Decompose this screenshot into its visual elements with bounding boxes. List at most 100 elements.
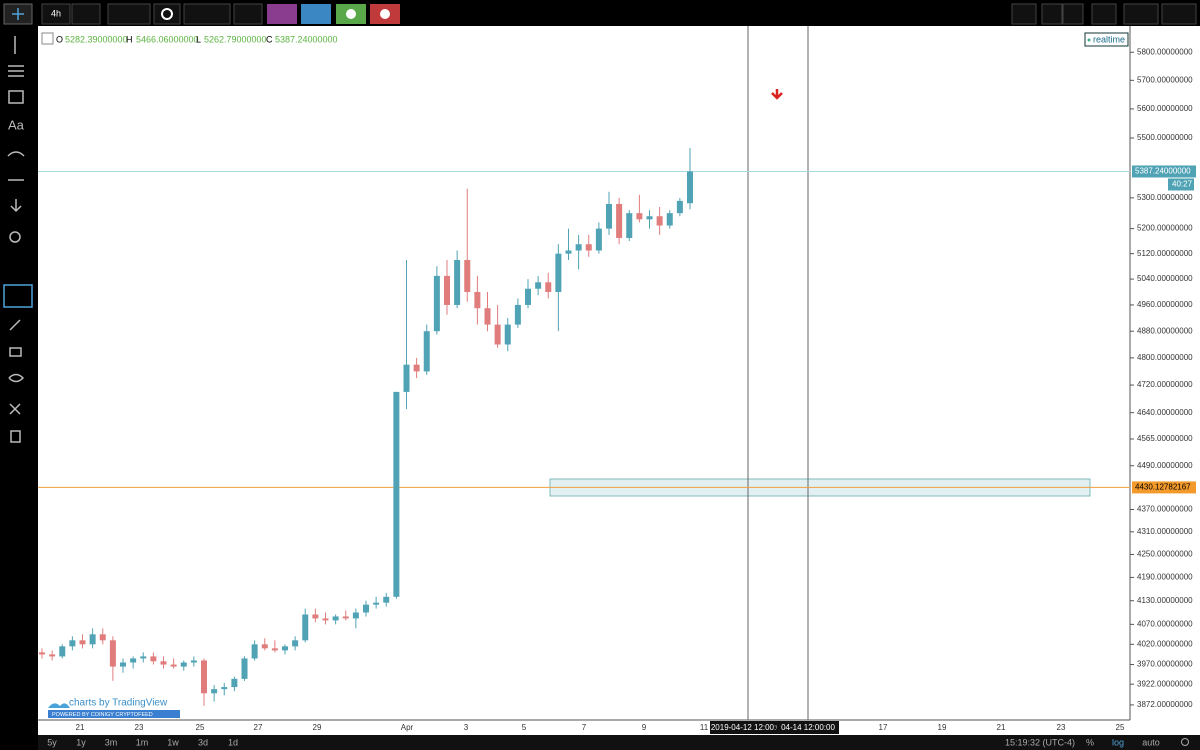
settings-icon [161, 8, 173, 20]
magnet-tool[interactable] [3, 284, 33, 308]
lock-tool[interactable] [9, 347, 22, 357]
buy-icon [346, 9, 356, 19]
realtime-dot [1087, 38, 1091, 42]
hide-tool[interactable] [8, 373, 25, 383]
candle-body [646, 216, 653, 220]
draw-mode-tool[interactable] [9, 319, 21, 331]
x-tick-label: 19 [938, 723, 947, 732]
y-tick-label: 4565.00000000 [1137, 434, 1193, 443]
undo-button[interactable] [1041, 3, 1063, 25]
compare-button[interactable] [233, 3, 263, 25]
range-button[interactable]: 5y [47, 737, 57, 747]
chart-type-button[interactable] [107, 3, 151, 25]
legend-key: C [266, 34, 273, 44]
candle-body [221, 687, 228, 690]
remove-tools[interactable] [9, 403, 21, 415]
candle-body [575, 244, 582, 251]
legend-value: 5262.79000000 [204, 34, 267, 44]
text-tool-icon[interactable]: Aa [8, 117, 25, 132]
interval-button[interactable] [41, 3, 71, 25]
candle-body [342, 616, 349, 619]
arrow-tool[interactable] [10, 199, 22, 213]
range-button[interactable]: 3m [105, 737, 118, 747]
candle-body [271, 648, 278, 651]
legend-key: H [126, 34, 133, 44]
countdown-box [1168, 178, 1194, 191]
candle-body [130, 658, 137, 663]
range-button[interactable]: 1w [167, 737, 179, 747]
range-button[interactable]: 1y [76, 737, 86, 747]
candle-body [150, 656, 157, 662]
candle-body [49, 654, 56, 657]
indicators-button[interactable] [183, 3, 231, 25]
candle-body [555, 253, 562, 292]
candle-body [312, 614, 319, 619]
candle-body [514, 304, 521, 325]
sell-icon [380, 9, 390, 19]
candle-body [403, 364, 410, 392]
candle-body [292, 640, 299, 647]
pattern-tool[interactable] [7, 151, 25, 157]
range-button[interactable]: 3d [198, 737, 208, 747]
candle-body [413, 364, 420, 372]
candle-body [474, 291, 481, 309]
auto-toggle[interactable]: auto [1142, 737, 1160, 747]
crosshair-label: 2019-04-12 12:00:00 [711, 723, 786, 732]
snapshot-button[interactable] [1091, 3, 1117, 25]
plot: 5800.00000000 5700.00000000 5600.00000000 5… [38, 47, 1196, 734]
load-button[interactable] [1123, 3, 1159, 25]
settings-button[interactable] [153, 3, 181, 25]
zoom-tool[interactable] [9, 231, 21, 243]
candle-body [261, 644, 268, 649]
range-button[interactable]: 1m [136, 737, 149, 747]
y-axis-pane [1130, 26, 1200, 720]
powered-label: POWERED BY COINIGY CRYPTOFEED [52, 712, 153, 718]
y-tick-label: 4720.00000000 [1137, 380, 1193, 389]
candle-body [484, 308, 491, 325]
trash-tool[interactable] [10, 430, 21, 443]
x-tick-label: 29 [313, 723, 322, 732]
save-button[interactable] [1161, 3, 1197, 25]
redo-button[interactable] [1062, 3, 1084, 25]
candle-body [59, 646, 66, 657]
crosshair-label: 04-14 12:00:00 [781, 723, 835, 732]
x-tick-label: 9 [642, 723, 647, 732]
y-tick-label: 4640.00000000 [1137, 408, 1193, 417]
cube-button[interactable] [267, 4, 297, 24]
candle-body [656, 216, 663, 226]
x-tick-label: 23 [1057, 723, 1066, 732]
x-tick-label: 21 [997, 723, 1006, 732]
candle-body [595, 228, 602, 251]
percent-toggle[interactable]: % [1086, 737, 1094, 747]
fib-tool[interactable] [8, 65, 24, 77]
legend-value: 5466.06000000 [136, 34, 199, 44]
candle-body [383, 596, 390, 603]
x-tick-label: 21 [76, 723, 85, 732]
realtime-badge[interactable] [1084, 32, 1129, 47]
last-price-box [1132, 165, 1196, 178]
settings-gear[interactable] [1181, 738, 1189, 746]
y-tick-label: 5600.00000000 [1137, 104, 1193, 113]
y-tick-label: 4250.00000000 [1137, 550, 1193, 559]
menu-button[interactable] [71, 3, 101, 25]
x-tick-label: 11 [700, 723, 709, 732]
range-button[interactable]: 1d [228, 737, 238, 747]
candle-body [423, 331, 430, 372]
candle-body [393, 391, 400, 597]
candle-body [454, 259, 461, 305]
candle-body [160, 661, 167, 665]
x-tick-label: 7 [582, 723, 587, 732]
fullscreen-button[interactable] [1011, 3, 1037, 25]
candle-body [109, 640, 116, 667]
alert-button[interactable] [301, 4, 331, 24]
log-toggle[interactable]: log [1112, 737, 1124, 747]
left-toolbar [3, 36, 33, 443]
shape-tool[interactable] [8, 90, 24, 104]
candle-body [322, 618, 329, 621]
x-tick-label: 25 [1116, 723, 1125, 732]
arrow-marker [771, 89, 783, 100]
x-tick-label: 17 [879, 723, 888, 732]
x-tick-label: 25 [196, 723, 205, 732]
x-tick-label: 27 [254, 723, 263, 732]
